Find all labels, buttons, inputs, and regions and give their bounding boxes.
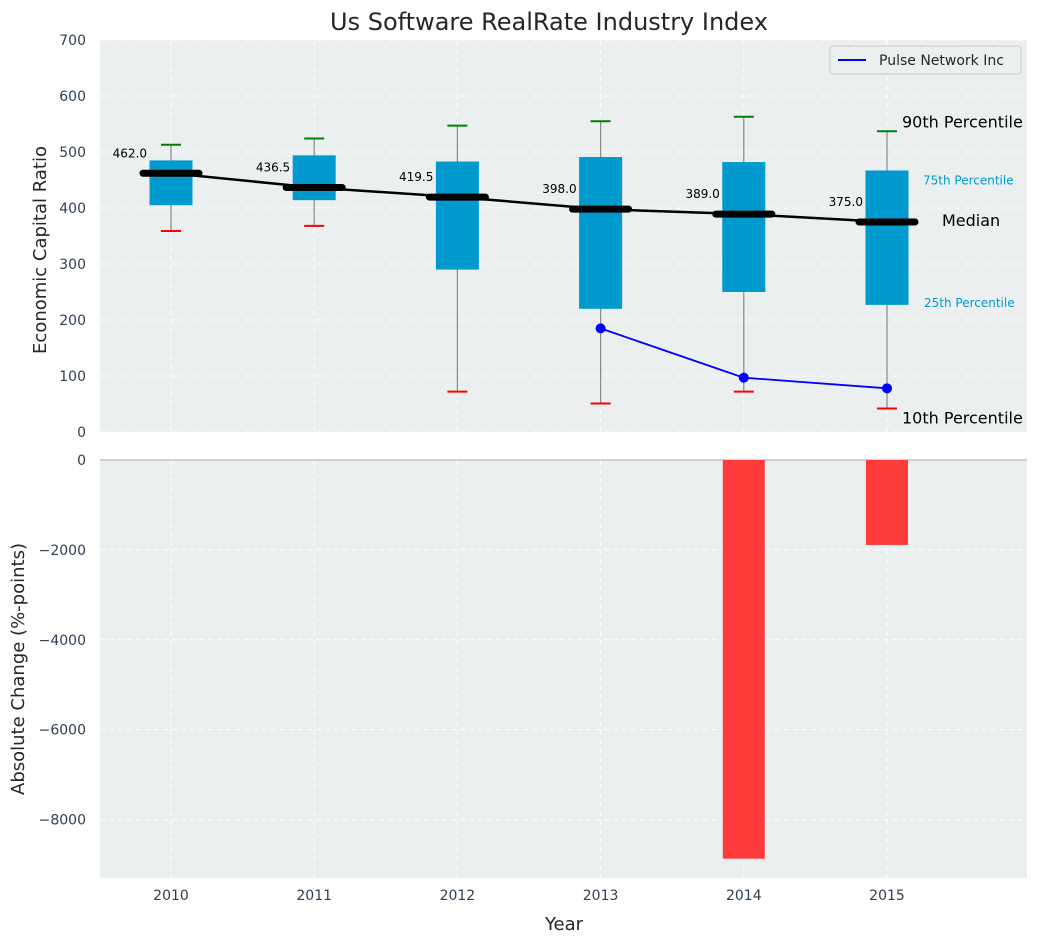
bottom-y-tick-label: −2000 [39, 543, 86, 559]
top-y-tick-label: 600 [59, 89, 86, 105]
x-tick-label: 2010 [153, 888, 189, 904]
bottom-axes: 0 −2000 −4000 −6000 −8000 2010 2011 2012 2013 201… [39, 453, 1027, 904]
x-tick-label: 2011 [296, 888, 332, 904]
p25-annotation: 25th Percentile [924, 296, 1015, 310]
median-value-label: 436.5 [256, 161, 290, 175]
series-point [595, 323, 606, 334]
median-value-label: 389.0 [685, 187, 719, 201]
chart-title: Us Software RealRate Industry Index [330, 8, 768, 36]
bottom-y-axis-label: Absolute Change (%-points) [8, 543, 29, 795]
p90-annotation: 90th Percentile [902, 112, 1023, 131]
top-y-axis-label: Economic Capital Ratio [30, 146, 51, 354]
titles: Us Software RealRate Industry Index Econ… [8, 8, 768, 935]
median-value-label: 419.5 [399, 170, 433, 184]
bottom-y-tick-label: 0 [77, 453, 86, 469]
p10-annotation: 10th Percentile [902, 408, 1023, 427]
iqr-box [435, 161, 479, 270]
bottom-y-tick-label: −6000 [39, 723, 86, 739]
x-axis-label: Year [544, 914, 584, 935]
legend-box [829, 45, 1022, 75]
bottom-y-tick-label: −4000 [39, 633, 86, 649]
top-y-tick-label: 100 [59, 369, 86, 385]
legend: Pulse Network Inc [829, 45, 1022, 75]
top-y-tick-label: 0 [77, 425, 86, 441]
series-point [738, 372, 749, 383]
iqr-box [292, 155, 336, 201]
change-bar [722, 460, 765, 859]
x-tick-label: 2015 [869, 888, 905, 904]
bottom-y-tick-label: −8000 [39, 813, 86, 829]
top-axes: 0 100 200 300 400 500 600 700 462.0 436.5 419.5 398… [59, 33, 1027, 441]
iqr-box [865, 170, 909, 305]
series-point [882, 383, 892, 394]
legend-entry: Pulse Network Inc [879, 53, 1004, 69]
iqr-box [722, 162, 766, 292]
top-y-tick-label: 400 [59, 201, 86, 217]
x-tick-label: 2012 [440, 888, 476, 904]
iqr-box [579, 157, 623, 309]
median-value-label: 398.0 [542, 182, 576, 196]
top-y-tick-label: 700 [59, 33, 86, 49]
change-bar [866, 460, 908, 545]
median-value-label: 462.0 [113, 146, 147, 160]
x-tick-label: 2014 [726, 888, 762, 904]
median-value-label: 375.0 [829, 195, 863, 209]
top-y-tick-label: 300 [59, 257, 86, 273]
median-annotation: Median [942, 211, 1000, 230]
p75-annotation: 75th Percentile [923, 173, 1014, 187]
iqr-box [149, 160, 193, 206]
top-y-tick-label: 200 [59, 313, 86, 329]
top-y-tick-label: 500 [59, 145, 86, 161]
x-tick-label: 2013 [583, 888, 619, 904]
